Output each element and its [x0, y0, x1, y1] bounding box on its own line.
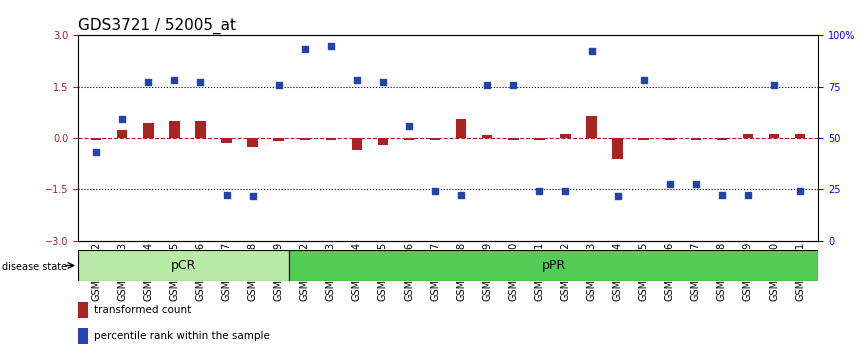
- Bar: [456, 119, 467, 138]
- Point: [455, 192, 469, 198]
- Bar: [248, 138, 258, 147]
- Point: [141, 79, 155, 85]
- Bar: [482, 135, 493, 138]
- Point: [767, 82, 781, 88]
- Point: [246, 193, 260, 199]
- Bar: [378, 138, 388, 145]
- Point: [533, 188, 546, 194]
- Point: [115, 116, 129, 122]
- Point: [637, 77, 650, 83]
- Point: [585, 48, 598, 54]
- Bar: [612, 138, 623, 159]
- Bar: [143, 123, 153, 138]
- Text: transformed count: transformed count: [94, 305, 191, 315]
- Bar: [404, 138, 414, 140]
- Bar: [638, 138, 649, 140]
- Point: [741, 192, 755, 198]
- Text: pCR: pCR: [171, 259, 197, 272]
- Point: [167, 77, 181, 83]
- Point: [559, 188, 572, 194]
- Point: [324, 43, 338, 48]
- Point: [193, 79, 207, 85]
- Bar: [300, 138, 310, 140]
- Point: [793, 188, 807, 194]
- Point: [220, 192, 234, 198]
- Bar: [508, 138, 519, 140]
- Point: [507, 82, 520, 88]
- Text: pPR: pPR: [542, 259, 566, 272]
- Bar: [430, 138, 440, 140]
- Point: [376, 79, 390, 85]
- Bar: [195, 121, 206, 138]
- Bar: [289, 250, 818, 281]
- Point: [272, 82, 286, 88]
- Bar: [717, 138, 727, 140]
- Bar: [664, 138, 675, 140]
- Bar: [169, 121, 179, 138]
- Bar: [690, 138, 701, 140]
- Bar: [534, 138, 545, 140]
- Bar: [352, 138, 362, 150]
- Text: GDS3721 / 52005_at: GDS3721 / 52005_at: [78, 18, 236, 34]
- Bar: [743, 134, 753, 138]
- Bar: [769, 134, 779, 138]
- Point: [611, 193, 624, 199]
- Point: [298, 46, 312, 52]
- Point: [481, 82, 494, 88]
- Bar: [274, 138, 284, 142]
- Bar: [78, 302, 87, 318]
- Point: [402, 123, 416, 129]
- Bar: [326, 138, 336, 140]
- Bar: [78, 250, 289, 281]
- Point: [662, 181, 676, 187]
- Bar: [586, 116, 597, 138]
- Point: [689, 181, 703, 187]
- Point: [89, 149, 103, 155]
- Bar: [78, 328, 87, 344]
- Point: [350, 77, 364, 83]
- Bar: [117, 130, 127, 138]
- Bar: [91, 138, 101, 140]
- Bar: [795, 134, 805, 138]
- Bar: [560, 134, 571, 138]
- Bar: [222, 138, 232, 143]
- Text: disease state: disease state: [2, 262, 67, 272]
- Point: [715, 192, 729, 198]
- Text: percentile rank within the sample: percentile rank within the sample: [94, 331, 270, 341]
- Point: [428, 188, 442, 194]
